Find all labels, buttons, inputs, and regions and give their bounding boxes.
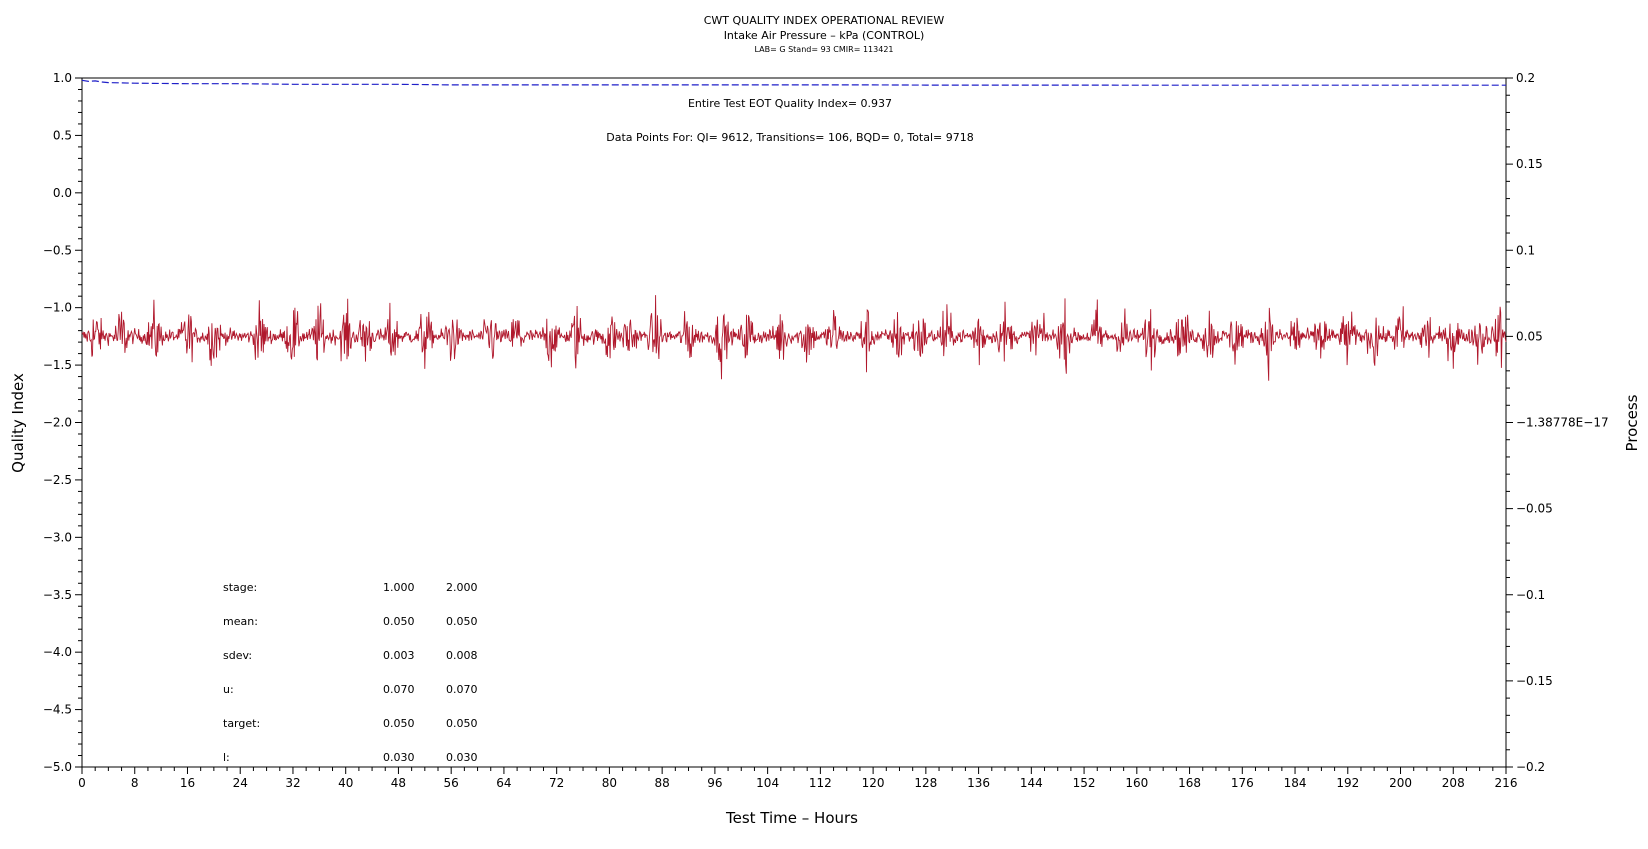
- x-tick-label: 128: [914, 776, 937, 790]
- y-axis-label: Quality Index: [9, 373, 27, 473]
- x-tick-label: 0: [78, 776, 86, 790]
- x-tick-label: 8: [131, 776, 139, 790]
- stats-value-u-1: 0.070: [383, 683, 415, 696]
- x-tick-label: 16: [180, 776, 195, 790]
- y-tick-label: 0.0: [53, 186, 72, 200]
- x-tick-label: 48: [391, 776, 406, 790]
- stats-value-mean-1: 0.050: [383, 615, 415, 628]
- y-tick-label: −1.5: [43, 358, 72, 372]
- y-tick-label: −1.0: [43, 301, 72, 315]
- y2-tick-label: −0.05: [1516, 502, 1553, 516]
- stats-value-l-1: 0.030: [383, 751, 415, 764]
- x-tick-label: 144: [1020, 776, 1043, 790]
- stats-value-sdev-1: 0.003: [383, 649, 415, 662]
- chart-subtitle-2: LAB= G Stand= 93 CMIR= 113421: [754, 45, 893, 54]
- x-tick-label: 72: [549, 776, 564, 790]
- stats-label-mean: mean:: [223, 615, 258, 628]
- stats-value-mean-2: 0.050: [446, 615, 478, 628]
- y2-tick-label: −1.38778E−17: [1516, 416, 1609, 430]
- x-tick-label: 216: [1495, 776, 1518, 790]
- y-tick-label: 1.0: [53, 71, 72, 85]
- tick-labels: 0 8 16 24 32 40 48 56 64 72 80 88 96 104 112 120 128 136 1…: [43, 71, 1609, 790]
- y2-axis-label: Process: [1623, 394, 1641, 451]
- x-tick-label: 208: [1442, 776, 1465, 790]
- x-tick-label: 136: [967, 776, 990, 790]
- x-axis-label: Test Time – Hours: [725, 809, 858, 827]
- stats-label-target: target:: [223, 717, 260, 730]
- x-tick-label: 120: [862, 776, 885, 790]
- stats-value-stage-2: 2.000: [446, 581, 478, 594]
- stats-label-u: u:: [223, 683, 234, 696]
- x-tick-label: 88: [655, 776, 670, 790]
- x-tick-label: 56: [444, 776, 459, 790]
- y-tick-label: −3.5: [43, 588, 72, 602]
- stats-label-l: l:: [223, 751, 230, 764]
- x-tick-label: 80: [602, 776, 617, 790]
- y-tick-label: −2.0: [43, 416, 72, 430]
- y-tick-label: −3.0: [43, 530, 72, 544]
- x-tick-label: 152: [1073, 776, 1096, 790]
- x-tick-label: 184: [1284, 776, 1307, 790]
- y2-tick-label: −0.1: [1516, 588, 1545, 602]
- x-tick-label: 168: [1178, 776, 1201, 790]
- y-tick-label: −2.5: [43, 473, 72, 487]
- y-tick-label: −4.0: [43, 645, 72, 659]
- stats-table: stage: 1.000 2.000 mean: 0.050 0.050 sde…: [223, 581, 478, 764]
- chart-subtitle: Intake Air Pressure – kPa (CONTROL): [724, 29, 925, 42]
- x-tick-label: 96: [707, 776, 722, 790]
- x-tick-label: 32: [285, 776, 300, 790]
- x-tick-label: 192: [1336, 776, 1359, 790]
- y-tick-label: 0.5: [53, 128, 72, 142]
- quality-index-line: [81, 79, 1506, 86]
- x-tick-label: 176: [1231, 776, 1254, 790]
- stats-value-l-2: 0.030: [446, 751, 478, 764]
- stats-value-target-2: 0.050: [446, 717, 478, 730]
- y2-tick-label: 0.15: [1516, 157, 1543, 171]
- stats-value-sdev-2: 0.008: [446, 649, 478, 662]
- y-tick-label: −5.0: [43, 760, 72, 774]
- x-tick-label: 64: [496, 776, 511, 790]
- annotation-data-points: Data Points For: QI= 9612, Transitions= …: [606, 131, 974, 144]
- x-tick-label: 104: [756, 776, 779, 790]
- stats-label-sdev: sdev:: [223, 649, 252, 662]
- x-tick-label: 112: [809, 776, 832, 790]
- y2-tick-label: 0.05: [1516, 329, 1543, 343]
- x-tick-label: 24: [233, 776, 248, 790]
- chart-title: CWT QUALITY INDEX OPERATIONAL REVIEW: [704, 14, 945, 27]
- annotation-eot-index: Entire Test EOT Quality Index= 0.937: [688, 97, 892, 110]
- x-tick-label: 40: [338, 776, 353, 790]
- stats-value-stage-1: 1.000: [383, 581, 415, 594]
- x-tick-label: 200: [1389, 776, 1412, 790]
- series-layer: [81, 79, 1507, 381]
- plot-frame: [81, 77, 1507, 768]
- y-tick-label: −0.5: [43, 243, 72, 257]
- stats-label-stage: stage:: [223, 581, 257, 594]
- axis-ticks: [75, 77, 1513, 774]
- y2-tick-label: 0.1: [1516, 243, 1535, 257]
- y2-tick-label: −0.2: [1516, 760, 1545, 774]
- process-trace-line: [81, 295, 1507, 381]
- y2-tick-label: −0.15: [1516, 674, 1553, 688]
- x-tick-label: 160: [1125, 776, 1148, 790]
- y-tick-label: −4.5: [43, 703, 72, 717]
- y2-tick-label: 0.2: [1516, 71, 1535, 85]
- stats-value-target-1: 0.050: [383, 717, 415, 730]
- stats-value-u-2: 0.070: [446, 683, 478, 696]
